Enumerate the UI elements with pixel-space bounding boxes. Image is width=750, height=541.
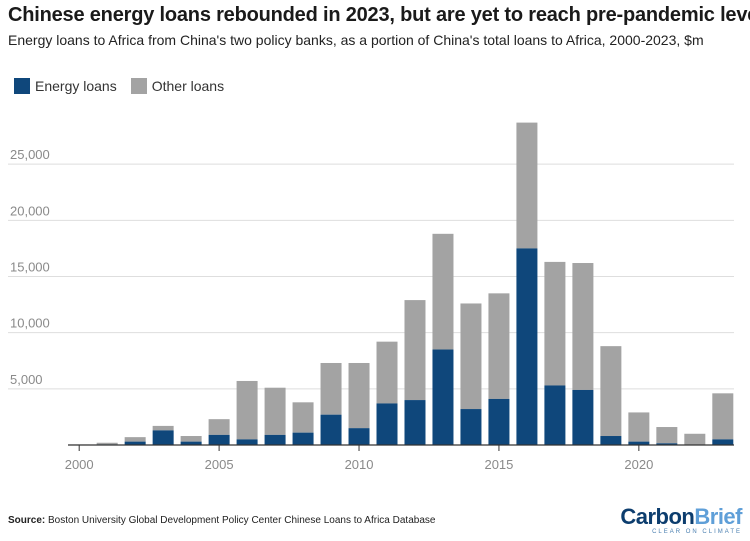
bar-energy-2012 [404, 400, 426, 445]
bar-other-2023 [712, 393, 734, 440]
bar-energy-2018 [572, 389, 594, 445]
bar-other-2008 [292, 402, 314, 433]
bar-other-2006 [236, 380, 258, 440]
bar-other-2021 [656, 427, 678, 444]
stacked-bar-chart: 5,000 10,000 15,000 20,000 25,000 2000 2005 201… [8, 122, 734, 472]
chart-legend: Energy loans Other loans [14, 78, 238, 94]
y-tick-label: 15,000 [10, 260, 50, 275]
bar-other-2012 [404, 300, 426, 401]
legend-label-other: Other loans [151, 78, 225, 94]
bar-energy-2014 [460, 409, 482, 445]
bar-energy-2006 [236, 439, 258, 445]
bar-other-2013 [432, 233, 454, 350]
bar-other-2010 [348, 362, 370, 429]
logo-carbon-text: Carbon [620, 504, 695, 529]
bar-energy-2003 [152, 430, 174, 445]
logo-tagline: CLEAR ON CLIMATE [652, 529, 742, 535]
bar-other-2017 [544, 261, 566, 386]
x-tick-label: 2020 [624, 457, 653, 472]
bar-energy-2015 [488, 398, 510, 445]
bar-energy-2010 [348, 428, 370, 445]
bar-energy-2020 [628, 441, 650, 445]
bar-energy-2017 [544, 385, 566, 445]
bar-other-2005 [208, 419, 230, 435]
chart-title: Chinese energy loans rebounded in 2023, … [8, 4, 750, 26]
bar-other-2003 [152, 425, 174, 431]
bar-energy-2011 [376, 403, 398, 445]
bar-other-2011 [376, 341, 398, 404]
y-tick-label: 10,000 [10, 316, 50, 331]
bar-energy-2002 [124, 441, 146, 445]
bar-other-2001 [96, 442, 118, 445]
carbon-brief-logo: CarbonBrief CLEAR ON CLIMATE [620, 506, 742, 536]
bar-other-2019 [600, 346, 622, 437]
bar-other-2020 [628, 412, 650, 442]
bar-other-2022 [684, 433, 706, 445]
legend-item-energy: Energy loans [14, 78, 117, 94]
x-tick-label: 2010 [345, 457, 374, 472]
bar-energy-2016 [516, 248, 538, 445]
logo-wordmark: CarbonBrief [620, 506, 742, 528]
source-text: Boston University Global Development Pol… [48, 515, 436, 526]
legend-swatch-other [130, 78, 147, 94]
bar-energy-2019 [600, 436, 622, 445]
chart-subtitle: Energy loans to Africa from China's two … [8, 32, 704, 48]
y-tick-label: 20,000 [10, 203, 50, 218]
legend-swatch-energy [14, 78, 30, 94]
y-tick-label: 5,000 [10, 372, 43, 387]
bar-energy-2023 [712, 439, 734, 445]
bar-other-2014 [460, 303, 482, 410]
x-tick-label: 2005 [205, 457, 234, 472]
bar-other-2018 [572, 263, 594, 390]
bar-energy-2021 [656, 443, 678, 445]
bar-energy-2007 [264, 434, 286, 445]
legend-label-energy: Energy loans [35, 78, 117, 94]
bar-other-2007 [264, 387, 286, 435]
source-label: Source: [8, 515, 46, 526]
bar-energy-2008 [292, 432, 314, 445]
bar-other-2015 [488, 293, 510, 399]
bar-energy-2009 [320, 414, 342, 445]
bar-other-2004 [180, 436, 202, 442]
bar-other-2009 [320, 362, 342, 415]
legend-item-other: Other loans [130, 78, 225, 94]
y-tick-label: 25,000 [10, 147, 50, 162]
x-tick-label: 2000 [65, 457, 94, 472]
bar-energy-2005 [208, 434, 230, 445]
source-note: Source: Boston University Global Develop… [8, 515, 435, 526]
bar-energy-2013 [432, 349, 454, 445]
bar-other-2002 [124, 437, 146, 442]
bar-other-2016 [516, 122, 538, 249]
x-tick-label: 2015 [484, 457, 513, 472]
bar-energy-2004 [180, 441, 202, 445]
logo-brief-text: Brief [694, 504, 742, 529]
